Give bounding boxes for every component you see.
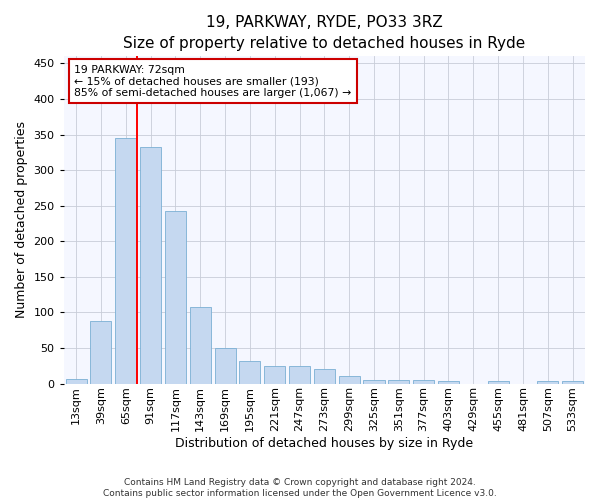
Text: Contains HM Land Registry data © Crown copyright and database right 2024.
Contai: Contains HM Land Registry data © Crown c… (103, 478, 497, 498)
Bar (140, 146, 161, 384)
Bar (413, 380, 434, 384)
Bar (289, 366, 310, 384)
Bar (190, 306, 211, 384)
Bar (537, 382, 559, 384)
Bar (338, 376, 360, 384)
Title: 19, PARKWAY, RYDE, PO33 3RZ
Size of property relative to detached houses in Ryde: 19, PARKWAY, RYDE, PO33 3RZ Size of prop… (123, 15, 526, 51)
Bar (65, 378, 86, 384)
Bar (388, 380, 409, 384)
Y-axis label: Number of detached properties: Number of detached properties (15, 122, 28, 318)
Bar (165, 212, 186, 384)
Bar (314, 370, 335, 384)
Bar (239, 361, 260, 384)
Bar (264, 366, 285, 384)
Bar (215, 348, 236, 384)
Bar (488, 382, 509, 384)
Bar (91, 321, 112, 384)
Bar (364, 380, 385, 384)
Bar (562, 382, 583, 384)
Text: 19 PARKWAY: 72sqm
← 15% of detached houses are smaller (193)
85% of semi-detache: 19 PARKWAY: 72sqm ← 15% of detached hous… (74, 64, 352, 98)
X-axis label: Distribution of detached houses by size in Ryde: Distribution of detached houses by size … (175, 437, 473, 450)
Bar (438, 380, 459, 384)
Bar (115, 138, 136, 384)
